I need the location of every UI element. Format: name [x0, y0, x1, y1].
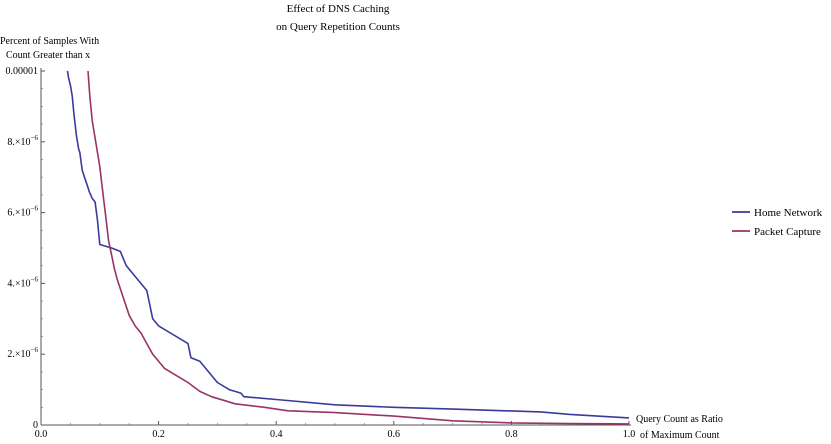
x-tick-label: 0.6	[388, 429, 401, 440]
series-line-1	[66, 70, 630, 419]
chart-title-line-2: on Query Repetition Counts	[276, 21, 400, 33]
y-tick-label: 8.×10−6	[7, 134, 38, 148]
y-axis-title-line-1: Percent of Samples With	[0, 36, 99, 47]
x-tick-label: 0.4	[270, 429, 283, 440]
x-tick-label: 0.0	[35, 429, 48, 440]
x-axis-title-line-2: of Maximum Count	[640, 430, 720, 441]
chart-titles: Effect of DNS Caching on Query Repetitio…	[0, 3, 723, 441]
x-axis-title-line-1: Query Count as Ratio	[636, 414, 723, 425]
y-tick-label: 6.×10−6	[7, 205, 38, 219]
y-axis-title-line-2: Count Greater than x	[6, 50, 90, 61]
chart-title-line-1: Effect of DNS Caching	[287, 3, 390, 15]
legend-label-1: Home Network	[754, 207, 823, 219]
x-tick-label: 0.2	[152, 429, 165, 440]
axes: 0.0 0.2 0.4 0.6 0.8 1.0 0 2.×10−6 4.×10−6 6.×10−6…	[6, 66, 636, 440]
series-layer	[66, 70, 630, 425]
series-line-2	[87, 70, 630, 425]
x-tick-label: 0.8	[505, 429, 518, 440]
y-tick-label: 0.00001	[6, 66, 39, 77]
x-tick-label: 1.0	[623, 429, 636, 440]
legend-label-2: Packet Capture	[754, 226, 821, 238]
y-tick-label: 4.×10−6	[7, 275, 38, 289]
legend: Home Network Packet Capture	[732, 207, 823, 238]
y-tick-label: 0	[33, 420, 38, 431]
y-tick-label: 2.×10−6	[7, 346, 38, 360]
